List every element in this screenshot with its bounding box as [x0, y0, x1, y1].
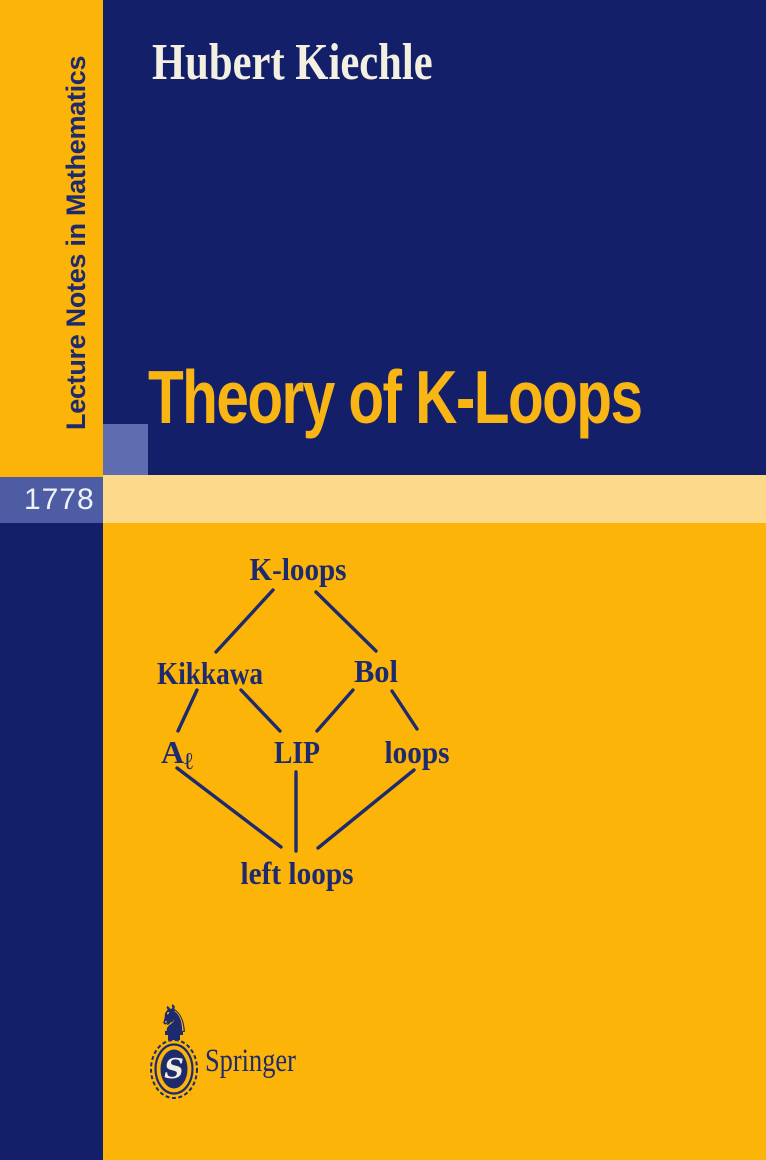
loop-class-diagram: K-loops Kikkawa Bol Aℓ LIP loops left loops	[157, 551, 450, 891]
emblem-oval	[160, 1049, 188, 1089]
diagram-edge-bol-loops	[390, 689, 419, 731]
pale-yellow-band	[103, 475, 766, 523]
diagram-node-bol: Bol	[354, 653, 398, 689]
diagram-node-left-loops: left loops	[241, 855, 354, 891]
publisher-name: Springer	[205, 1043, 296, 1079]
diagram-edge-bol-lip	[315, 688, 355, 733]
emblem-ornate-ring	[150, 1039, 198, 1099]
author-name: Hubert Kiechle	[152, 34, 433, 91]
series-title-vertical: Lecture Notes in Mathematics	[61, 55, 91, 430]
emblem-inner-ring	[154, 1043, 194, 1095]
series-volume-number: 1778	[24, 483, 95, 516]
diagram-node-loops: loops	[385, 734, 450, 770]
diagram-edge-k-loops-kikkawa	[214, 588, 275, 654]
diagram-edge-kikkawa-lip	[239, 688, 282, 733]
diagram-edge-a-ell-left-loops	[175, 766, 283, 849]
book-title: Theory of K-Loops	[148, 355, 643, 439]
springer-logo-icon: ♞ S	[150, 1000, 198, 1099]
emblem-pedestal-base	[168, 1035, 180, 1040]
diagram-edge-loops-left-loops	[316, 768, 416, 850]
series-strip-background	[0, 0, 103, 477]
diagram-node-k-loops: K-loops	[250, 551, 347, 587]
main-background	[103, 523, 766, 1160]
header-background	[103, 0, 766, 475]
emblem-letter: S	[164, 1054, 184, 1085]
diagram-edge-k-loops-bol	[314, 590, 378, 653]
diagram-edge-kikkawa-a-ell	[176, 688, 199, 733]
decorative-slate-square	[103, 424, 148, 475]
diagram-node-a-ell: Aℓ	[161, 734, 193, 775]
diagram-node-kikkawa: Kikkawa	[157, 655, 263, 691]
series-volume-box: 1778	[0, 477, 103, 523]
left-navy-column	[0, 523, 103, 1160]
emblem-pedestal	[165, 1031, 183, 1035]
diagram-node-lip: LIP	[274, 734, 320, 770]
